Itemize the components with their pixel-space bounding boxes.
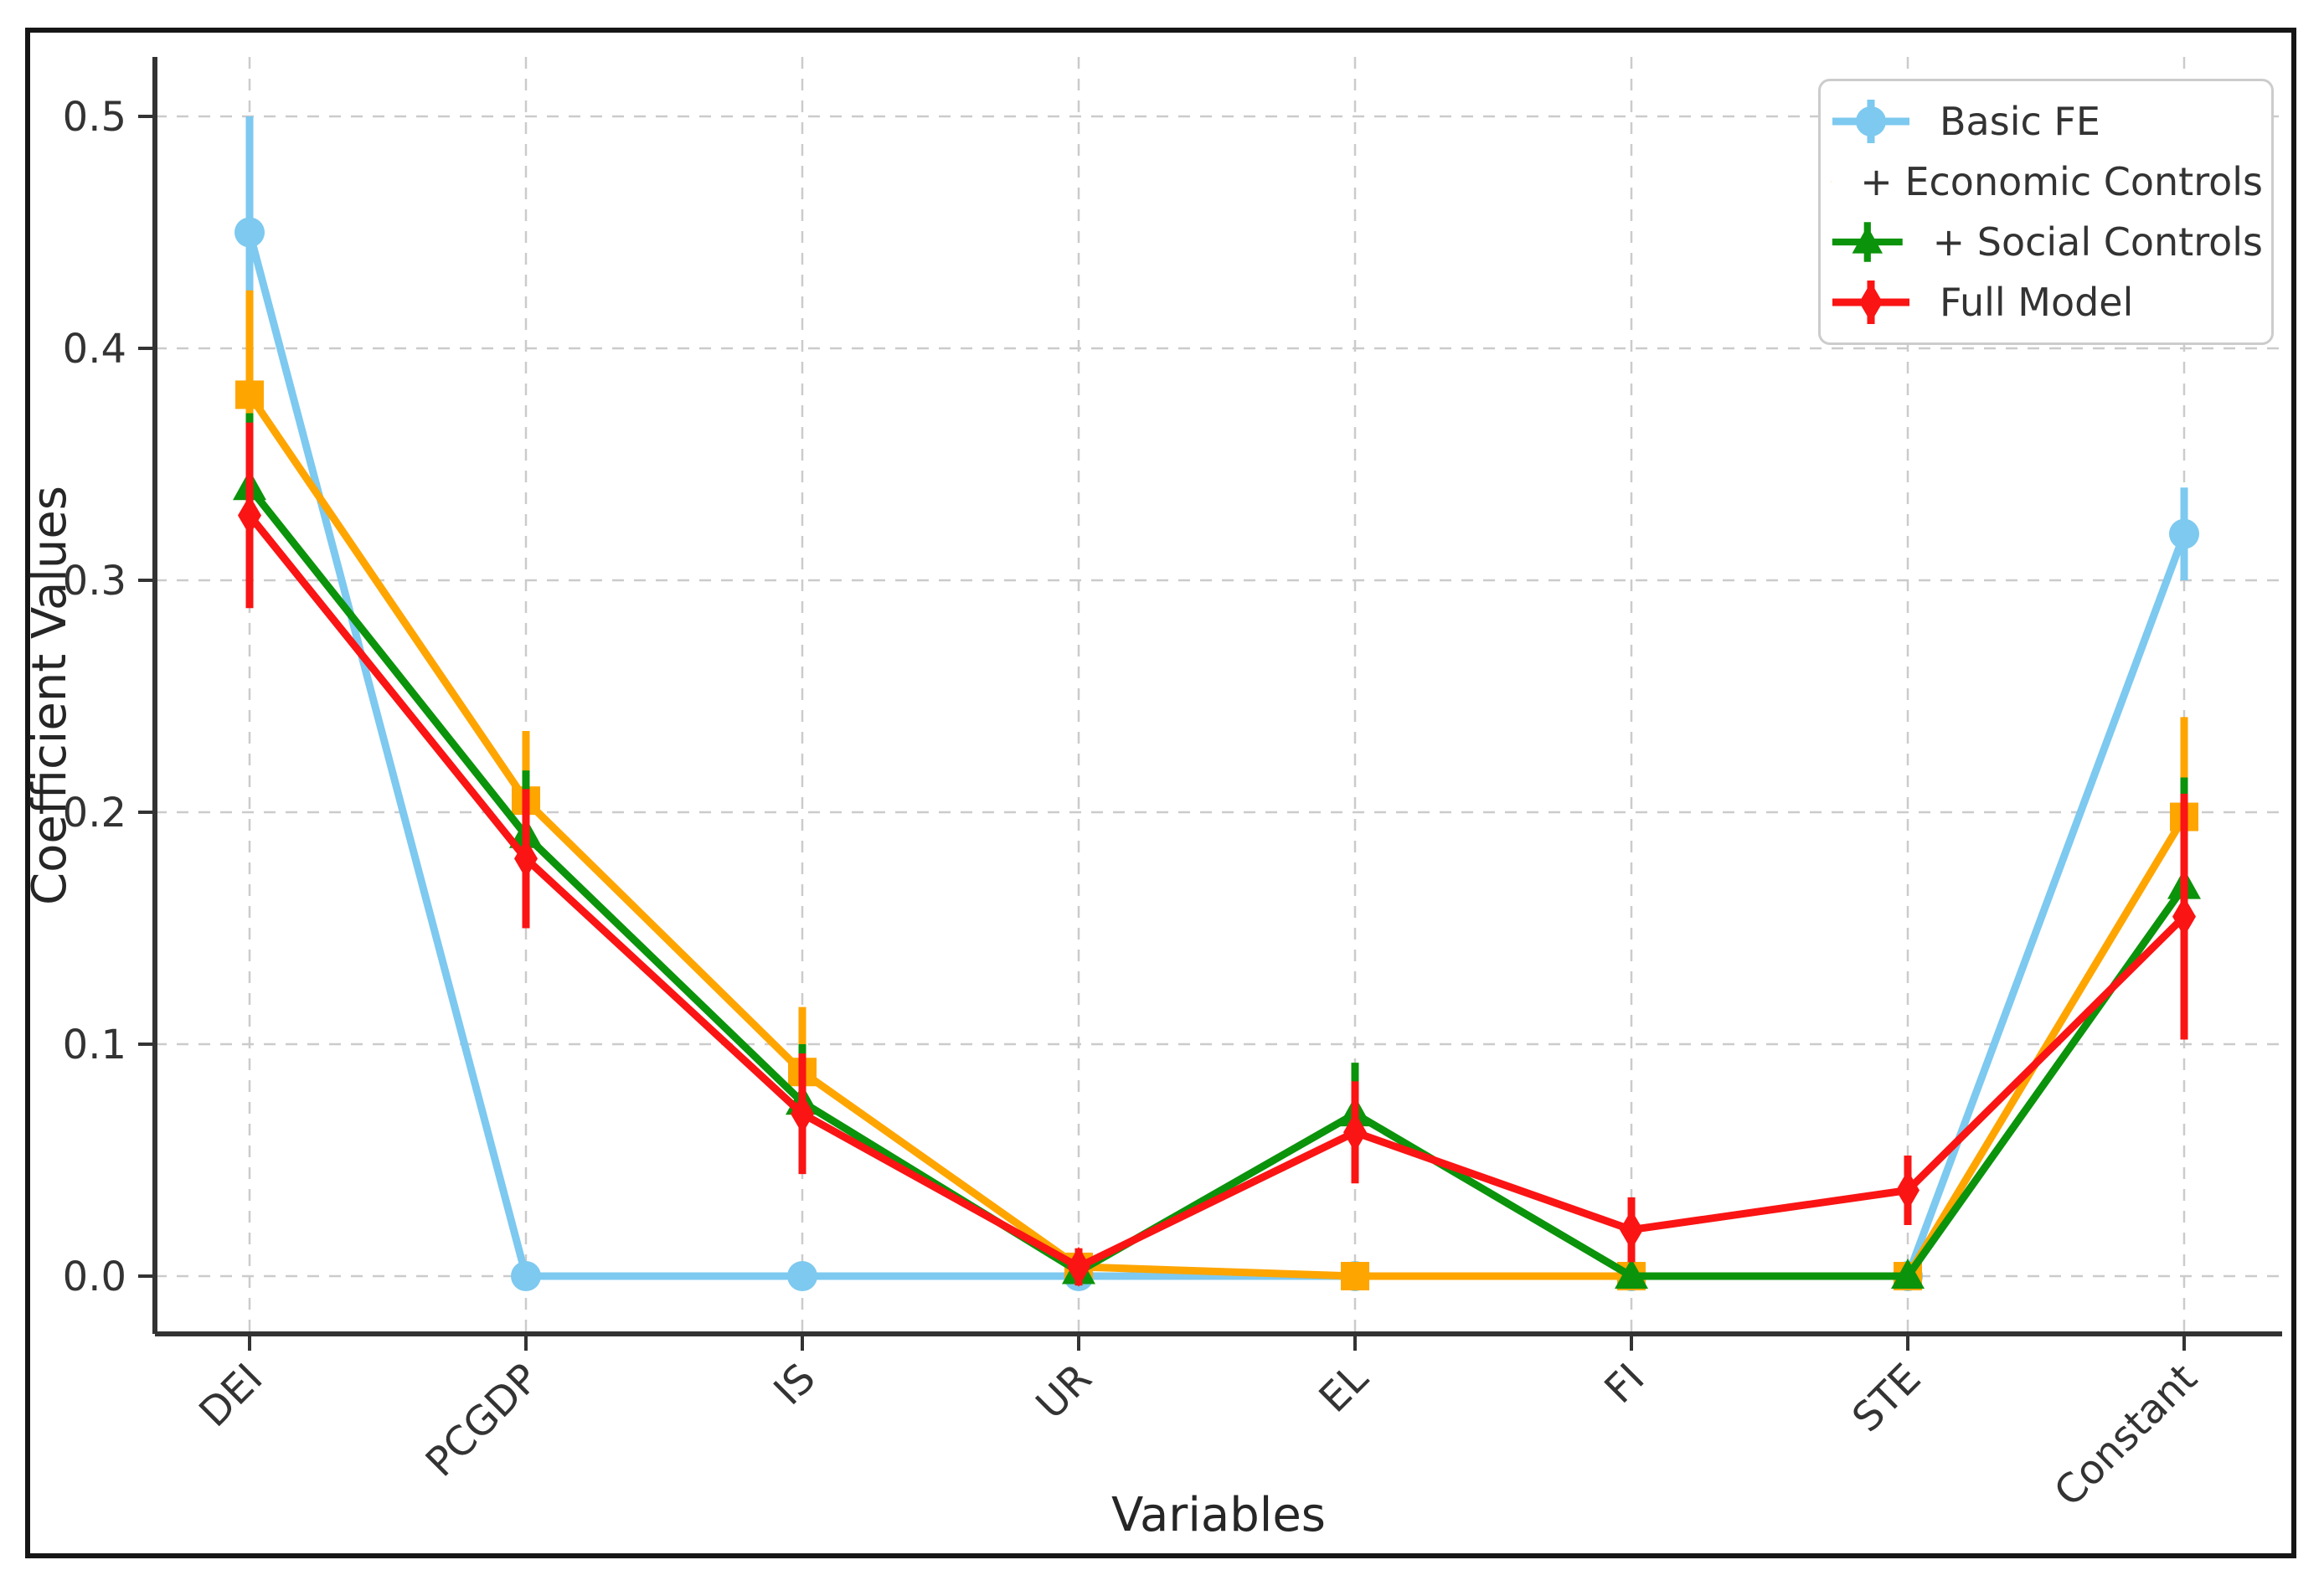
legend-item: Full Model: [1831, 275, 2263, 329]
marker-diamond: [1859, 282, 1883, 322]
marker-diamond: [1620, 1209, 1643, 1250]
legend-marker-diamond-icon: [1832, 281, 1909, 324]
y-tick-label: 0.4: [63, 326, 126, 373]
x-tick-label: UR: [1027, 1355, 1100, 1429]
marker-diamond: [2172, 896, 2196, 937]
marker-circle: [787, 1261, 817, 1291]
series-full-model: [238, 422, 2196, 1287]
legend-label: Basic FE: [1940, 99, 2100, 144]
x-axis-title: Variables: [1111, 1488, 1326, 1542]
legend-item: Basic FE: [1831, 95, 2263, 148]
marker-circle: [2169, 518, 2199, 549]
marker-circle: [1856, 106, 1886, 136]
marker-diamond: [791, 1094, 814, 1135]
legend-marker-square-icon: [1831, 181, 1832, 183]
x-tick-label: IS: [765, 1355, 824, 1414]
marker-diamond: [1067, 1246, 1090, 1287]
legend-label: Full Model: [1940, 280, 2134, 325]
x-tick-label: DEI: [190, 1355, 271, 1436]
y-tick-label: 0.2: [63, 790, 126, 837]
marker-square: [1341, 1262, 1369, 1290]
marker-triangle: [1615, 1259, 1648, 1289]
marker-diamond: [1896, 1170, 1919, 1211]
x-tick-label: Constant: [2045, 1355, 2206, 1516]
legend-label: + Economic Controls: [1860, 159, 2263, 204]
y-tick-label: 0.3: [63, 558, 126, 605]
series-line: [245, 483, 2188, 1280]
marker-circle: [234, 217, 265, 248]
legend-item: + Social Controls: [1831, 215, 2263, 269]
marker-square: [235, 380, 264, 409]
marker-circle: [511, 1261, 541, 1291]
legend-marker-circle-icon: [1832, 100, 1909, 143]
marker-diamond: [238, 495, 261, 536]
legend-item: + Economic Controls: [1831, 155, 2263, 209]
series-line: [245, 229, 2188, 1280]
legend-label: + Social Controls: [1932, 219, 2263, 265]
legend: Basic FE + Economic Controls + Social Cont…: [1818, 79, 2274, 345]
series-line: [245, 511, 2188, 1271]
marker-triangle: [1891, 1259, 1925, 1289]
series-economic-controls: [235, 290, 2198, 1290]
y-tick-label: 0.0: [63, 1254, 126, 1300]
y-tick-label: 0.5: [63, 94, 126, 141]
x-tick-label: EL: [1311, 1355, 1378, 1422]
series-line: [245, 390, 2188, 1280]
marker-triangle: [1852, 225, 1883, 254]
x-tick-label: STE: [1843, 1355, 1930, 1441]
x-tick-label: PCGDP: [417, 1355, 549, 1486]
y-axis-title: Coefficient Values: [23, 486, 77, 905]
y-tick-label: 0.1: [63, 1022, 126, 1068]
legend-marker-triangle-icon: [1832, 222, 1903, 262]
x-tick-label: FI: [1595, 1355, 1653, 1413]
marker-diamond: [1343, 1112, 1367, 1153]
marker-diamond: [514, 838, 538, 879]
